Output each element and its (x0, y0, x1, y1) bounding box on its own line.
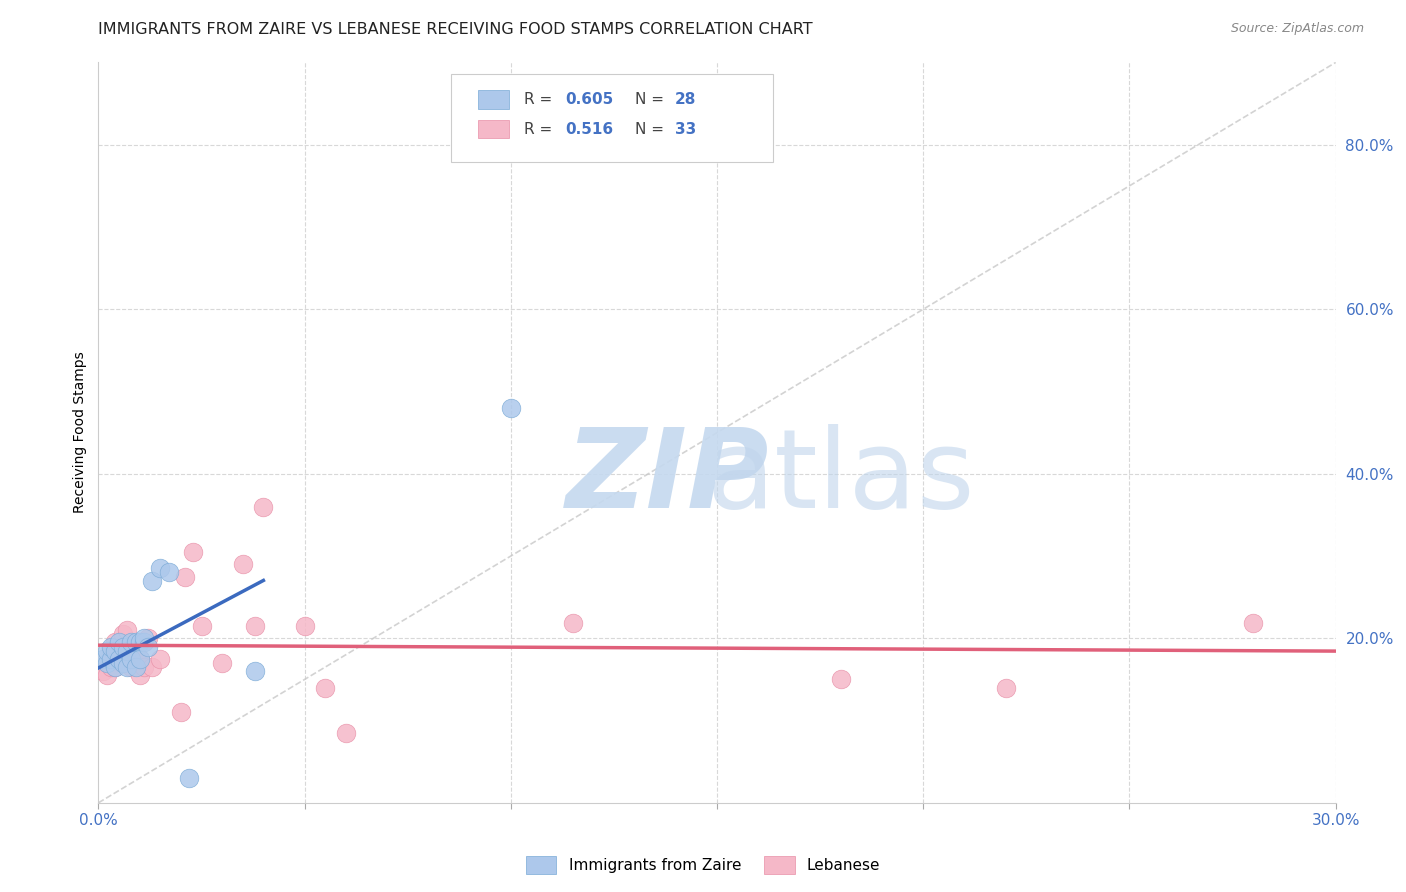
Point (128, 635, 150, 649)
Point (120, 660, 142, 674)
Point (314, 681, 336, 695)
Point (141, 660, 163, 674)
Point (108, 652, 131, 666)
Point (104, 643, 127, 657)
Text: atlas: atlas (707, 424, 974, 531)
Point (120, 652, 142, 666)
Text: 33: 33 (675, 121, 696, 136)
Point (117, 623, 139, 637)
Text: IMMIGRANTS FROM ZAIRE VS LEBANESE RECEIVING FOOD STAMPS CORRELATION CHART: IMMIGRANTS FROM ZAIRE VS LEBANESE RECEIV… (98, 22, 813, 37)
Point (104, 660, 127, 674)
Legend: Immigrants from Zaire, Lebanese: Immigrants from Zaire, Lebanese (520, 850, 886, 880)
Point (100, 643, 122, 657)
Point (100, 640, 122, 654)
Point (149, 561, 172, 575)
Point (100, 660, 122, 674)
Point (124, 635, 146, 649)
Point (174, 569, 197, 583)
Point (108, 635, 131, 649)
Point (128, 652, 150, 666)
FancyBboxPatch shape (451, 73, 773, 162)
Point (141, 574, 163, 588)
Point (117, 660, 139, 674)
Point (136, 632, 159, 646)
Point (100, 652, 122, 666)
Point (104, 635, 127, 649)
Point (112, 627, 135, 641)
Point (128, 652, 150, 666)
Point (190, 619, 212, 633)
Point (136, 640, 159, 654)
Point (117, 643, 139, 657)
Point (96, 668, 118, 682)
Text: 0.605: 0.605 (565, 92, 613, 107)
Point (994, 681, 1017, 695)
Text: Source: ZipAtlas.com: Source: ZipAtlas.com (1230, 22, 1364, 36)
Text: 0.516: 0.516 (565, 121, 613, 136)
Text: R =: R = (524, 121, 557, 136)
Point (243, 619, 266, 633)
Point (124, 648, 146, 662)
FancyBboxPatch shape (478, 90, 509, 109)
FancyBboxPatch shape (478, 120, 509, 138)
Point (1241, 616, 1264, 631)
Point (157, 566, 180, 580)
Point (181, 545, 204, 559)
Point (91, 652, 114, 666)
Text: N =: N = (636, 121, 669, 136)
Point (112, 656, 135, 670)
Text: N =: N = (636, 92, 669, 107)
Point (96, 643, 118, 657)
Point (120, 635, 142, 649)
Point (243, 664, 266, 678)
Point (561, 616, 583, 631)
Point (132, 632, 155, 646)
Y-axis label: Receiving Food Stamps: Receiving Food Stamps (73, 351, 87, 514)
Text: 28: 28 (675, 92, 696, 107)
Point (830, 673, 852, 687)
Point (132, 635, 155, 649)
Point (104, 660, 127, 674)
Point (96, 656, 118, 670)
Point (108, 652, 131, 666)
Point (112, 640, 135, 654)
Point (128, 668, 150, 682)
Point (179, 771, 201, 785)
Point (132, 660, 155, 674)
Point (149, 652, 172, 666)
Point (232, 558, 254, 572)
Text: R =: R = (524, 92, 557, 107)
Point (211, 656, 233, 670)
Point (252, 500, 274, 514)
Point (335, 726, 357, 740)
Point (294, 619, 316, 633)
Point (170, 706, 193, 720)
Point (124, 660, 146, 674)
Point (499, 401, 522, 415)
Text: ZIP: ZIP (565, 424, 769, 531)
Point (108, 640, 131, 654)
Point (91, 664, 114, 678)
